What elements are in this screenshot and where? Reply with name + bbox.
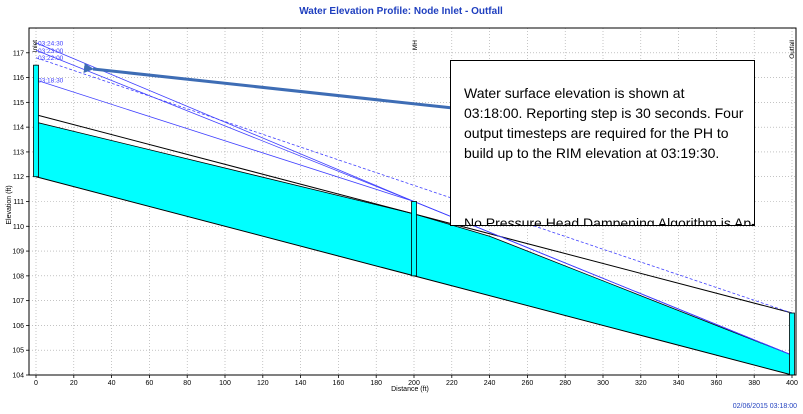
x-tick-label: 120: [257, 380, 269, 387]
y-tick-label: 107: [12, 298, 24, 305]
annotation-callout: Water surface elevation is shown at 03:1…: [450, 60, 755, 226]
x-tick-label: 400: [786, 380, 798, 387]
node-label: Outfall: [789, 39, 796, 58]
y-tick-label: 104: [12, 373, 24, 380]
hgl-time-label: 03:18:30: [38, 78, 64, 85]
y-tick-label: 117: [13, 50, 24, 57]
x-tick-label: 140: [295, 380, 307, 387]
x-tick-label: 260: [522, 380, 534, 387]
x-tick-label: 200: [408, 380, 420, 387]
y-tick-label: 105: [12, 348, 24, 355]
node-structure: [789, 312, 795, 376]
annotation-paragraph-1: Water surface elevation is shown at 03:1…: [464, 85, 744, 161]
y-axis-label: Elevation (ft): [6, 185, 13, 224]
x-tick-label: 180: [370, 380, 382, 387]
x-tick-label: 240: [484, 380, 496, 387]
y-tick-label: 114: [13, 125, 24, 132]
y-tick-label: 109: [12, 249, 24, 256]
y-tick-label: 112: [13, 174, 24, 181]
node-structure: [33, 64, 39, 178]
hgl-line: [35, 57, 793, 314]
y-tick-label: 108: [12, 273, 24, 280]
water-surface-line: [35, 121, 793, 356]
x-axis-label: Distance (ft): [391, 386, 429, 393]
x-tick-label: 300: [597, 380, 609, 387]
x-tick-label: 380: [748, 380, 760, 387]
x-tick-label: 40: [108, 380, 116, 387]
timestamp-footer: 02/06/2015 03:18:00: [733, 403, 797, 410]
x-tick-label: 220: [446, 380, 458, 387]
y-tick-label: 116: [13, 75, 24, 82]
x-tick-label: 160: [333, 380, 345, 387]
hgl-time-label: 03:22:00: [38, 55, 64, 62]
node-structure: [411, 201, 417, 277]
annotation-arrow: [83, 63, 454, 110]
x-tick-label: 100: [219, 380, 231, 387]
x-tick-label: 360: [711, 380, 723, 387]
annotation-paragraph-2: No Pressure Head Dampening Algorithm is …: [464, 215, 755, 226]
y-tick-label: 111: [13, 199, 24, 206]
y-tick-label: 110: [13, 224, 24, 231]
x-tick-label: 320: [635, 380, 647, 387]
y-tick-label: 113: [13, 149, 24, 156]
x-tick-label: 60: [146, 380, 154, 387]
node-label: Inlet: [32, 40, 39, 52]
x-tick-label: 80: [183, 380, 191, 387]
x-tick-label: 280: [559, 380, 571, 387]
x-tick-label: 0: [34, 380, 38, 387]
plot-frame: [28, 27, 797, 376]
x-tick-label: 340: [673, 380, 685, 387]
y-tick-label: 115: [13, 100, 24, 107]
x-tick-label: 20: [70, 380, 78, 387]
chart-title: Water Elevation Profile: Node Inlet - Ou…: [299, 6, 503, 17]
hgl-time-label: 03:23:00: [38, 48, 64, 55]
hgl-time-label: 03:24:30: [38, 40, 64, 47]
y-tick-label: 106: [12, 323, 24, 330]
node-label: MH: [412, 40, 419, 50]
